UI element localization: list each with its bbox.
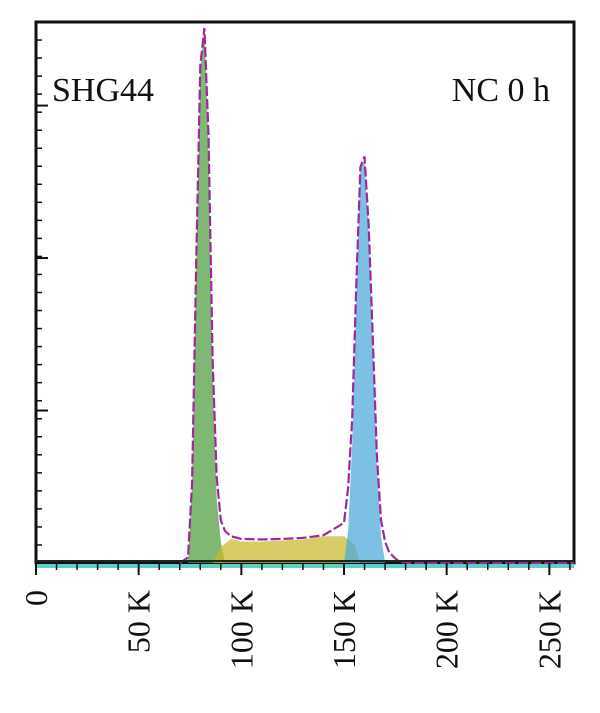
x-tick-label: 200 K xyxy=(429,590,465,669)
series-area-g0-g1 xyxy=(188,28,225,563)
plot-area xyxy=(34,20,576,565)
series-area-g2-m xyxy=(344,161,386,564)
cell-line-label: SHG44 xyxy=(52,72,154,109)
plot-frame xyxy=(34,20,576,565)
x-tick-label: 0 xyxy=(18,590,54,606)
x-axis-ticks: 0 50 K 100 K 150 K 200 K 250 K xyxy=(18,563,574,669)
y-axis-ticks xyxy=(36,39,48,546)
x-tick-label: 100 K xyxy=(223,590,259,669)
series-area-s xyxy=(212,536,361,563)
series-line-total xyxy=(179,27,574,565)
x-tick-label: 50 K xyxy=(121,590,157,653)
x-tick-strip xyxy=(36,564,574,568)
x-tick-label: 250 K xyxy=(531,590,567,669)
condition-label: NC 0 h xyxy=(452,72,550,109)
x-tick-label: 150 K xyxy=(326,590,362,669)
